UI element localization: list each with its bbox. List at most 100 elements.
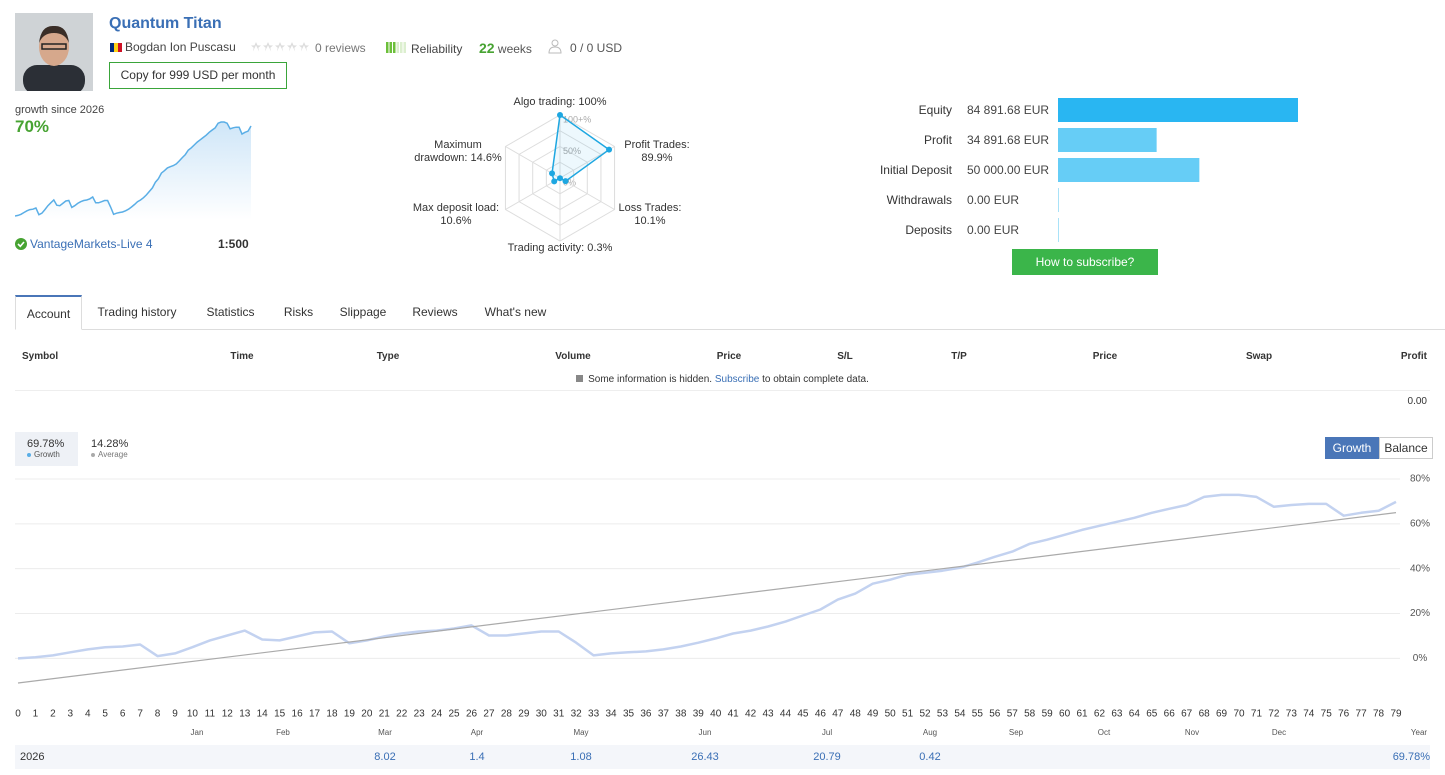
month-label: Oct	[1098, 728, 1111, 737]
x-tick-label: 40	[710, 709, 722, 720]
month-label: May	[573, 728, 588, 737]
notice-link[interactable]: Subscribe	[714, 374, 760, 385]
y-tick-label: 0%	[1413, 653, 1428, 664]
x-tick-label: 49	[867, 709, 879, 720]
bar-value: 84 891.68 EUR	[967, 103, 1050, 117]
sparkline-line	[15, 121, 252, 217]
reviews: 0 reviews	[315, 41, 366, 55]
radar-category: Maximum drawdown:	[414, 139, 482, 164]
tab[interactable]: What's new	[484, 305, 547, 319]
radar-tick-label: 50%	[563, 146, 581, 156]
legend-name: Growth	[34, 450, 60, 459]
x-tick-label: 39	[693, 709, 705, 720]
star	[263, 42, 273, 52]
radar-point	[562, 178, 569, 185]
legend-average: 14.28% Average	[78, 432, 141, 466]
radar-label: Max deposit load: 10.6%	[400, 202, 512, 228]
x-tick-label: 77	[1356, 709, 1368, 720]
x-tick-label: 43	[762, 709, 774, 720]
x-tick-label: 32	[571, 709, 583, 720]
x-tick-label: 0	[15, 709, 21, 720]
month-label: Mar	[378, 728, 392, 737]
tab[interactable]: Risks	[283, 305, 314, 319]
reliability-bar	[396, 42, 399, 53]
x-tick-label: 44	[780, 709, 792, 720]
month-label: Jun	[699, 728, 712, 737]
x-tick-label: 56	[989, 709, 1001, 720]
title: Quantum Titan	[109, 15, 222, 32]
copy-button[interactable]: Copy for 999 USD per month	[109, 62, 287, 89]
x-tick-label: 55	[972, 709, 984, 720]
x-tick-label: 45	[797, 709, 809, 720]
radar-point	[551, 178, 558, 185]
month-label: Jan	[191, 728, 204, 737]
column-header: Price	[1092, 351, 1118, 362]
balance-button[interactable]: Balance	[1379, 437, 1433, 459]
x-tick-label: 21	[379, 709, 391, 720]
radar-category: Algo trading:	[513, 96, 576, 108]
weeks-unit: weeks	[497, 42, 532, 56]
growth-button[interactable]: Growth	[1325, 437, 1379, 459]
legend-growth-value: 69.78%	[27, 438, 65, 450]
x-tick-label: 38	[675, 709, 687, 720]
tab[interactable]: Account	[15, 295, 82, 330]
star	[275, 42, 285, 52]
bar-label: Equity	[918, 103, 952, 117]
x-tick-label: 73	[1286, 709, 1298, 720]
x-tick-label: 74	[1303, 709, 1315, 720]
x-tick-label: 29	[518, 709, 530, 720]
radar-point	[549, 170, 556, 177]
radar-tick-label: 100+%	[563, 114, 591, 124]
x-tick-label: 13	[239, 709, 251, 720]
radar-category: Profit Trades:	[624, 139, 690, 151]
x-tick-label: 58	[1024, 709, 1036, 720]
tab[interactable]: Reviews	[412, 305, 458, 319]
column-header: Profit	[1400, 351, 1427, 362]
reliability: Reliability	[411, 42, 463, 56]
bar-label: Initial Deposit	[879, 163, 952, 177]
x-tick-label: 72	[1268, 709, 1280, 720]
x-tick-label: 25	[449, 709, 461, 720]
x-tick-label: 19	[344, 709, 356, 720]
tab[interactable]: Statistics	[206, 305, 255, 319]
flag-stripe	[118, 43, 122, 52]
broker[interactable]: VantageMarkets-Live 4	[30, 237, 153, 251]
avatar-head	[39, 28, 69, 66]
x-tick-label: 78	[1373, 709, 1385, 720]
table-line	[15, 390, 1430, 391]
legend-name: Average	[98, 450, 128, 459]
reliability-bar	[393, 42, 396, 53]
bar	[1058, 218, 1059, 242]
x-tick-label: 2	[50, 709, 56, 720]
x-tick-label: 10	[187, 709, 199, 720]
x-tick-label: 68	[1199, 709, 1211, 720]
month-return: 1.08	[570, 751, 592, 763]
x-tick-label: 42	[745, 709, 757, 720]
x-tick-label: 26	[466, 709, 478, 720]
legend-growth-name: Growth	[27, 450, 60, 459]
x-tick-label: 50	[885, 709, 897, 720]
x-tick-label: 53	[937, 709, 949, 720]
x-tick-label: 61	[1076, 709, 1088, 720]
radar-value: 0.3%	[587, 242, 613, 254]
month-return: 26.43	[691, 751, 719, 763]
reliability-bar	[389, 42, 392, 53]
subscribe-button[interactable]: How to subscribe?	[1012, 249, 1158, 275]
growth-caption: growth since 2026	[15, 104, 105, 116]
column-header: Swap	[1245, 351, 1273, 362]
leverage: 1:500	[218, 237, 249, 251]
x-tick-label: 66	[1164, 709, 1176, 720]
bar-value: 0.00 EUR	[967, 193, 1020, 207]
x-tick-label: 8	[155, 709, 161, 720]
year-cell: 2026	[20, 751, 45, 763]
x-tick-label: 6	[120, 709, 126, 720]
avatar-hair	[39, 25, 69, 43]
sparkline	[15, 121, 252, 220]
month-label: Sep	[1009, 728, 1024, 737]
x-tick-label: 31	[553, 709, 565, 720]
bar-value: 0.00 EUR	[967, 223, 1020, 237]
tab[interactable]: Slippage	[339, 305, 387, 319]
tab[interactable]: Trading history	[97, 305, 177, 319]
bar	[1058, 128, 1157, 152]
